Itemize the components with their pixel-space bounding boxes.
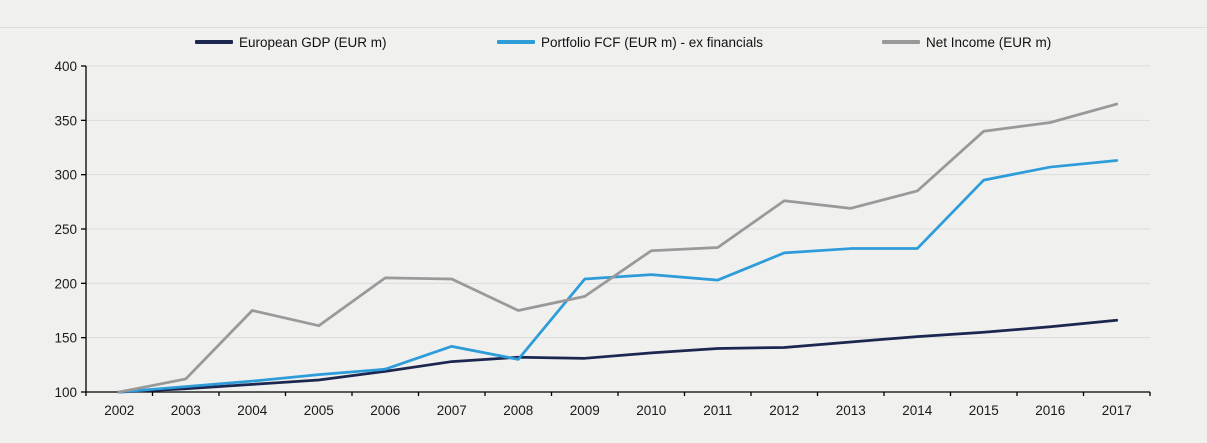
series-line-portfolio-fcf-eur-m-ex-financials [117, 159, 1119, 394]
svg-text:250: 250 [54, 222, 77, 237]
svg-text:400: 400 [54, 59, 77, 74]
svg-text:2013: 2013 [836, 403, 866, 418]
svg-text:200: 200 [54, 276, 77, 291]
svg-text:2012: 2012 [769, 403, 799, 418]
svg-text:2009: 2009 [570, 403, 600, 418]
svg-text:150: 150 [54, 331, 77, 346]
chart-legend: European GDP (EUR m) Portfolio FCF (EUR … [0, 33, 1207, 51]
svg-text:100: 100 [54, 385, 77, 400]
svg-text:2005: 2005 [304, 403, 334, 418]
svg-text:2015: 2015 [969, 403, 999, 418]
svg-text:2006: 2006 [370, 403, 400, 418]
svg-text:2007: 2007 [437, 403, 467, 418]
series-line-european-gdp-eur-m [117, 318, 1119, 394]
svg-text:2008: 2008 [503, 403, 533, 418]
svg-text:2011: 2011 [703, 403, 732, 418]
legend-label-net-income: Net Income (EUR m) [926, 34, 1052, 50]
svg-text:2016: 2016 [1035, 403, 1065, 418]
series-line-net-income-eur-m [117, 102, 1119, 394]
svg-text:2014: 2014 [902, 403, 933, 418]
legend-label-european-gdp: European GDP (EUR m) [239, 34, 387, 50]
top-divider-line [0, 27, 1207, 28]
svg-text:350: 350 [54, 113, 77, 128]
legend-item-net-income: Net Income (EUR m) [882, 33, 1051, 51]
svg-text:2002: 2002 [104, 403, 134, 418]
svg-text:300: 300 [54, 168, 77, 183]
legend-swatch-portfolio-fcf [497, 40, 535, 44]
legend-label-portfolio-fcf: Portfolio FCF (EUR m) - ex financials [541, 34, 764, 50]
svg-text:2003: 2003 [171, 403, 201, 418]
legend-item-european-gdp: European GDP (EUR m) [195, 33, 387, 51]
legend-swatch-net-income [882, 40, 920, 44]
svg-text:2010: 2010 [636, 403, 666, 418]
svg-text:2017: 2017 [1102, 403, 1132, 418]
legend-item-portfolio-fcf: Portfolio FCF (EUR m) - ex financials [497, 33, 763, 51]
legend-swatch-european-gdp [195, 40, 233, 44]
svg-text:2004: 2004 [237, 403, 268, 418]
